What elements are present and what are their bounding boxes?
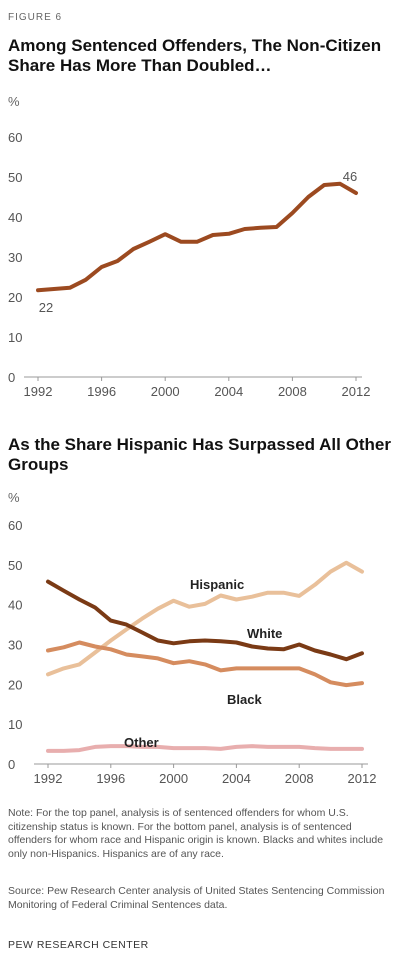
y-tick-label: 30: [8, 638, 22, 653]
figure-label: FIGURE 6: [8, 12, 63, 23]
y-tick-label: 40: [8, 598, 22, 613]
chart-note: Note: For the top panel, analysis is of …: [8, 807, 384, 860]
series-line: [36, 181, 358, 293]
y-tick-label: 50: [8, 558, 22, 573]
y-tick-label: 20: [8, 677, 22, 692]
x-tick-label: 2008: [278, 384, 307, 399]
y-axis-label: %: [8, 94, 20, 109]
y-tick-label: 40: [8, 210, 22, 225]
y-tick-label: 50: [8, 170, 22, 185]
y-tick-label: 0: [8, 370, 15, 385]
hispanic-series-label: Hispanic: [190, 577, 244, 592]
x-tick-label: 2012: [348, 771, 377, 786]
other-series-label: Other: [124, 735, 159, 750]
x-tick-label: 2008: [285, 771, 314, 786]
chart-source: Source: Pew Research Center analysis of …: [8, 885, 385, 911]
x-tick-label: 2000: [151, 384, 180, 399]
black-series-line: [46, 640, 364, 688]
data-label: 22: [39, 300, 53, 315]
y-axis-label: %: [8, 490, 20, 505]
x-tick-label: 2000: [159, 771, 188, 786]
y-tick-label: 60: [8, 130, 22, 145]
y-tick-label: 0: [8, 757, 15, 772]
x-tick-label: 2012: [342, 384, 371, 399]
y-tick-label: 20: [8, 290, 22, 305]
x-tick-label: 1992: [34, 771, 63, 786]
y-tick-label: 60: [8, 518, 22, 533]
chart-title-top: Among Sentenced Offenders, The Non-Citiz…: [8, 36, 382, 75]
y-tick-label: 30: [8, 250, 22, 265]
chart-top: % 0 10 20 30 40 50 60 1992 1996 2000 2004 2008 2012 22…: [8, 94, 371, 399]
white-series-line: [46, 579, 364, 662]
chart-title-bottom: As the Share Hispanic Has Surpassed All …: [8, 435, 391, 474]
x-tick-label: 2004: [214, 384, 243, 399]
data-label: 46: [343, 169, 357, 184]
x-tick-label: 1996: [87, 384, 116, 399]
x-tick-label: 1996: [96, 771, 125, 786]
white-series-label: White: [247, 626, 282, 641]
black-series-label: Black: [227, 692, 262, 707]
other-series-line: [46, 744, 364, 753]
x-tick-label: 2004: [222, 771, 251, 786]
organization-label: PEW RESEARCH CENTER: [8, 939, 149, 951]
chart-bottom: % 0 10 20 30 40 50 60 1992 1996 2000 2004 2008 2012 Hi…: [8, 490, 377, 786]
x-tick-label: 1992: [24, 384, 53, 399]
y-tick-label: 10: [8, 717, 22, 732]
y-tick-label: 10: [8, 330, 22, 345]
